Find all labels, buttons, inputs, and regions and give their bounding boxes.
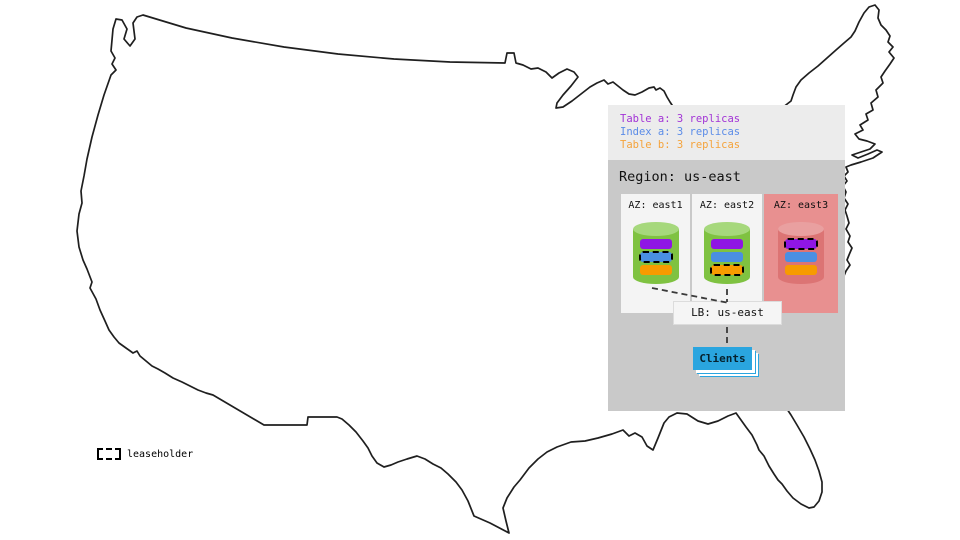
leaseholder-swatch-icon <box>97 448 121 460</box>
leaseholder-key-label: leaseholder <box>127 448 194 460</box>
legend-item-table-a: Table a: 3 replicas <box>620 113 741 125</box>
cylinder-top <box>632 222 679 236</box>
az-label-east1: AZ: east1 <box>628 200 683 211</box>
legend-item-table-b: Table b: 3 replicas <box>620 139 741 151</box>
az-label-east3: AZ: east3 <box>773 200 829 211</box>
replica-bar-table-a <box>639 239 672 249</box>
replica-bar-index-a <box>638 251 673 263</box>
clients-box: Clients <box>693 347 752 370</box>
legend-item-index-a: Index a: 3 replicas <box>620 126 741 138</box>
region-panel: Region: us-east AZ: east1 AZ: east2 <box>608 160 845 411</box>
replica-bar-table-a <box>784 238 818 250</box>
database-cylinder-east3 <box>778 222 824 284</box>
replica-bars <box>710 239 744 278</box>
cylinder-top <box>704 222 750 236</box>
replica-bar-index-a <box>785 252 817 262</box>
database-cylinder-east2 <box>704 222 750 284</box>
replica-bar-table-b <box>710 264 744 276</box>
cylinder-top <box>778 222 824 236</box>
replica-bars <box>784 238 818 278</box>
replica-bar-table-b <box>785 265 817 275</box>
az-box-east3: AZ: east3 <box>764 194 838 313</box>
az-box-east2: AZ: east2 <box>692 194 762 313</box>
az-label-east2: AZ: east2 <box>699 200 755 211</box>
leaseholder-key: leaseholder <box>97 448 193 460</box>
replica-legend-panel: Table a: 3 replicas Index a: 3 replicas … <box>608 105 845 160</box>
az-box-east1: AZ: east1 <box>621 194 690 313</box>
load-balancer-box: LB: us-east <box>673 301 782 325</box>
replica-bar-table-a <box>711 239 743 249</box>
region-title: Region: us-east <box>619 169 741 185</box>
replica-bar-table-b <box>639 265 672 275</box>
replica-bars <box>638 239 673 278</box>
replica-bar-index-a <box>711 252 743 262</box>
database-cylinder-east1 <box>632 222 679 284</box>
